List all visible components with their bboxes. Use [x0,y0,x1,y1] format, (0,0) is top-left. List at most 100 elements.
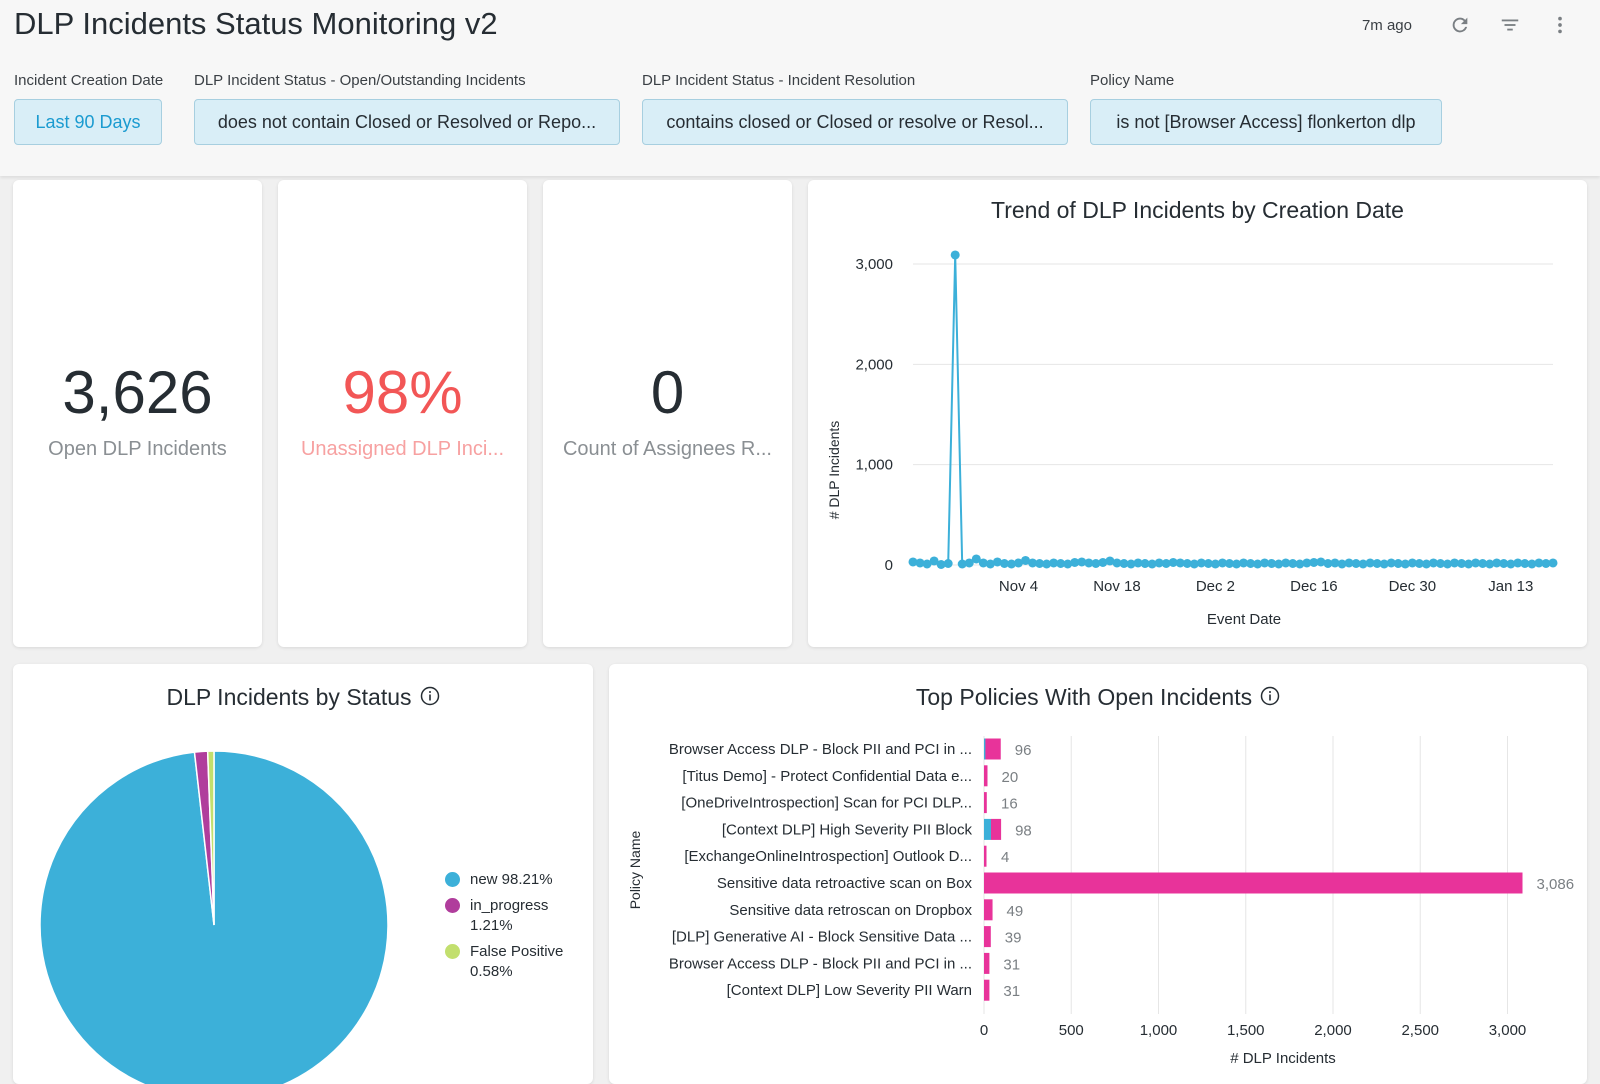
data-point[interactable] [1182,558,1192,568]
bar-segment[interactable] [984,926,991,948]
data-point[interactable] [1147,559,1157,569]
data-point[interactable] [1196,558,1206,568]
data-point[interactable] [936,559,946,569]
data-point[interactable] [1077,557,1087,567]
data-point[interactable] [1112,558,1122,568]
data-point[interactable] [1084,558,1094,568]
data-point[interactable] [1534,558,1544,568]
data-point[interactable] [922,559,932,569]
data-point[interactable] [1006,559,1016,569]
data-point[interactable] [1133,558,1143,568]
data-point[interactable] [1337,559,1347,569]
data-point[interactable] [1154,558,1164,568]
data-point[interactable] [1358,559,1368,569]
data-point[interactable] [929,556,939,566]
legend-item-new[interactable]: new 98.21% [445,870,563,890]
bar-segment[interactable] [990,818,1002,840]
data-point[interactable] [1428,558,1438,568]
filter-creation-date-button[interactable]: Last 90 Days [14,99,162,145]
data-point[interactable] [985,559,995,569]
bar-segment[interactable] [984,765,988,787]
data-point[interactable] [1239,558,1249,568]
data-point[interactable] [950,250,960,260]
data-point[interactable] [1224,558,1234,568]
data-point[interactable] [1119,558,1129,568]
data-point[interactable] [1527,559,1537,569]
data-point[interactable] [1175,558,1185,568]
data-point[interactable] [1464,559,1474,569]
filter-open-status-button[interactable]: does not contain Closed or Resolved or R… [194,99,620,145]
bar-segment[interactable] [984,872,1523,894]
data-point[interactable] [1260,558,1270,568]
data-point[interactable] [1253,559,1263,569]
data-point[interactable] [1126,559,1136,569]
data-point[interactable] [1393,558,1403,568]
data-point[interactable] [1344,558,1354,568]
data-point[interactable] [1457,558,1467,568]
data-point[interactable] [1513,558,1523,568]
data-point[interactable] [992,557,1002,567]
kpi-assignees-count[interactable]: 0 Count of Assignees R... [543,180,792,647]
data-point[interactable] [1281,558,1291,568]
data-point[interactable] [1443,559,1453,569]
data-point[interactable] [1309,557,1319,567]
refresh-icon[interactable] [1440,10,1480,40]
data-point[interactable] [978,558,988,568]
data-point[interactable] [1485,559,1495,569]
data-point[interactable] [1021,555,1031,565]
data-point[interactable] [1246,558,1256,568]
bar-segment[interactable] [984,818,991,840]
legend-item-in-progress[interactable]: in_progress 1.21% [445,896,563,936]
data-point[interactable] [1105,556,1115,566]
data-point[interactable] [1499,558,1509,568]
data-point[interactable] [1056,558,1066,568]
data-point[interactable] [1407,558,1417,568]
data-point[interactable] [1288,558,1298,568]
data-point[interactable] [964,558,974,568]
data-point[interactable] [1091,558,1101,568]
data-point[interactable] [1541,558,1551,568]
data-point[interactable] [1168,557,1178,567]
data-point[interactable] [1421,559,1431,569]
more-vertical-icon[interactable] [1540,10,1580,40]
legend-item-false-positive[interactable]: False Positive 0.58% [445,942,563,982]
kpi-open-incidents[interactable]: 3,626 Open DLP Incidents [13,180,262,647]
kpi-unassigned-incidents[interactable]: 98% Unassigned DLP Inci... [278,180,527,647]
data-point[interactable] [1400,559,1410,569]
data-point[interactable] [908,557,918,567]
bar-segment[interactable] [984,899,993,921]
status-pie-tile[interactable]: DLP Incidents by Status new 98.21% in_pr… [13,664,593,1084]
info-icon[interactable] [1260,685,1280,712]
data-point[interactable] [1210,559,1220,569]
data-point[interactable] [1049,558,1059,568]
data-point[interactable] [1203,558,1213,568]
data-point[interactable] [1042,559,1052,569]
data-point[interactable] [1506,559,1516,569]
data-point[interactable] [1520,558,1530,568]
bar-segment[interactable] [984,845,987,867]
data-point[interactable] [1372,558,1382,568]
filter-resolution-button[interactable]: contains closed or Closed or resolve or … [642,99,1068,145]
bar-segment[interactable] [984,979,990,1001]
data-point[interactable] [957,559,967,569]
data-point[interactable] [1302,558,1312,568]
data-point[interactable] [1035,558,1045,568]
data-point[interactable] [1232,559,1242,569]
bar-segment[interactable] [985,738,1001,760]
data-point[interactable] [1267,558,1277,568]
data-point[interactable] [1478,558,1488,568]
filter-icon[interactable] [1490,10,1530,40]
data-point[interactable] [1013,558,1023,568]
bar-segment[interactable] [984,738,987,760]
data-point[interactable] [1492,558,1502,568]
data-point[interactable] [1217,558,1227,568]
data-point[interactable] [1063,559,1073,569]
data-point[interactable] [1365,558,1375,568]
data-point[interactable] [1548,558,1558,568]
data-point[interactable] [1450,558,1460,568]
data-point[interactable] [1028,558,1038,568]
info-icon[interactable] [420,685,440,712]
top-policies-tile[interactable]: Top Policies With Open Incidents 0 500 1,0… [609,664,1587,1084]
filter-policy-name-button[interactable]: is not [Browser Access] flonkerton dlp [1090,99,1442,145]
trend-chart-tile[interactable]: Trend of DLP Incidents by Creation Date … [808,180,1587,647]
